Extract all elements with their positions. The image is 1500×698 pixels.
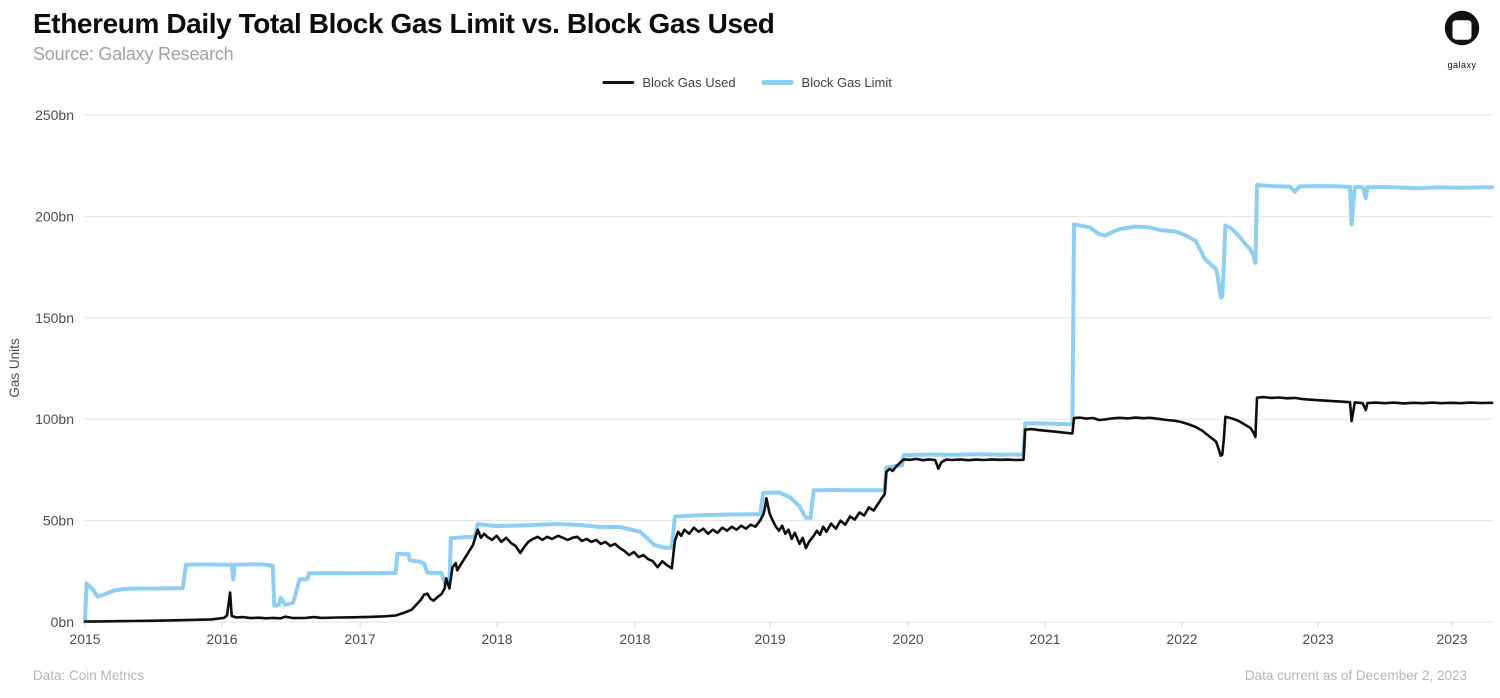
y-tick-label: 100bn: [35, 411, 74, 427]
chart-legend: Block Gas Used Block Gas Limit: [602, 75, 892, 90]
legend-item-block-gas-used: Block Gas Used: [602, 75, 736, 90]
galaxy-logo-icon: [1444, 10, 1480, 46]
y-tick-label: 0bn: [51, 614, 74, 630]
x-tick-label: 2022: [1166, 631, 1197, 647]
x-tick-label: 2023: [1303, 631, 1334, 647]
x-tick-label: 2015: [69, 631, 100, 647]
x-tick-label: 2017: [344, 631, 375, 647]
source-caption: Source: Galaxy Research: [33, 44, 234, 64]
x-tick-label: 2021: [1029, 631, 1060, 647]
x-tick-label: 2018: [619, 631, 650, 647]
x-tick-label: 2016: [206, 631, 237, 647]
x-tick-label: 2018: [481, 631, 512, 647]
data-currency-note: Data current as of December 2, 2023: [1244, 668, 1467, 683]
legend-item-block-gas-limit: Block Gas Limit: [761, 75, 892, 90]
line-swatch-icon: [602, 80, 635, 85]
y-tick-label: 50bn: [43, 513, 74, 529]
legend-label: Block Gas Used: [642, 75, 736, 90]
y-tick-label: 200bn: [35, 208, 74, 224]
y-axis-title: Gas Units: [7, 338, 22, 398]
series-line-block-gas-used: [83, 395, 1494, 623]
galaxy-logo: galaxy: [1432, 8, 1492, 70]
y-tick-label: 250bn: [35, 107, 74, 123]
x-tick-label: 2019: [754, 631, 785, 647]
series-line-block-gas-limit: [83, 183, 1494, 623]
galaxy-logo-label: galaxy: [1447, 60, 1477, 70]
legend-label: Block Gas Limit: [801, 75, 892, 90]
page-title: Ethereum Daily Total Block Gas Limit vs.…: [33, 8, 775, 39]
x-tick-label: 2023: [1436, 631, 1467, 647]
x-tick-label: 2020: [893, 631, 924, 647]
data-source-note: Data: Coin Metrics: [33, 668, 145, 683]
y-tick-label: 150bn: [35, 310, 74, 326]
line-swatch-icon: [761, 80, 794, 85]
